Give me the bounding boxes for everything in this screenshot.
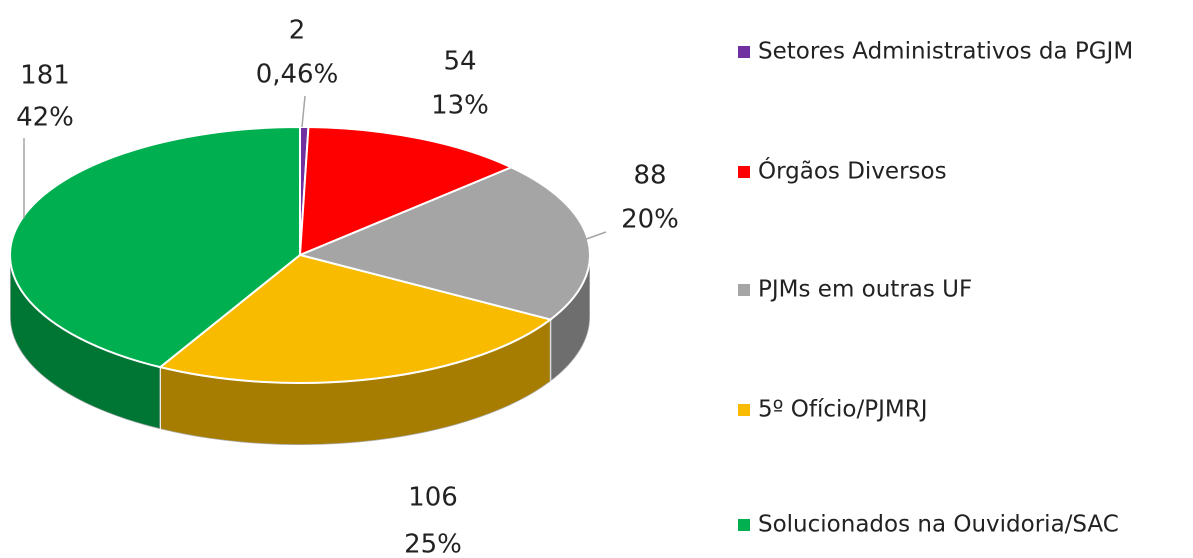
legend-swatch bbox=[738, 404, 750, 416]
slice-side-shade bbox=[160, 319, 551, 445]
percent-label: 25% bbox=[404, 530, 462, 558]
leader-line bbox=[301, 95, 306, 128]
legend-label: PJMs em outras UF bbox=[758, 277, 972, 303]
legend-swatch bbox=[738, 284, 750, 296]
data-label: 181 bbox=[20, 61, 70, 91]
legend-label: Órgãos Diversos bbox=[758, 157, 947, 185]
legend-swatch bbox=[738, 46, 750, 58]
data-label: 2 bbox=[289, 16, 306, 46]
slice bbox=[158, 253, 553, 384]
leader-line bbox=[577, 231, 607, 243]
legend-label: Setores Administrativos da PGJM bbox=[758, 39, 1133, 65]
data-label: 106 bbox=[408, 483, 458, 513]
slice bbox=[298, 126, 514, 257]
percent-label: 0,46% bbox=[256, 60, 339, 90]
legend-swatch bbox=[738, 519, 750, 531]
percent-label: 42% bbox=[16, 103, 74, 133]
slice-side-shade bbox=[10, 255, 161, 430]
data-label: 54 bbox=[443, 47, 476, 77]
percent-label: 13% bbox=[431, 91, 489, 121]
slice-side-shade bbox=[550, 255, 590, 382]
legend-label: 5º Ofício/PJMRJ bbox=[758, 397, 928, 423]
slice bbox=[296, 166, 591, 321]
legend-label: Solucionados na Ouvidoria/SAC bbox=[758, 512, 1119, 538]
percent-label: 20% bbox=[621, 205, 679, 235]
slice bbox=[9, 125, 301, 369]
legend-swatch bbox=[738, 166, 750, 178]
data-label: 88 bbox=[633, 161, 666, 191]
